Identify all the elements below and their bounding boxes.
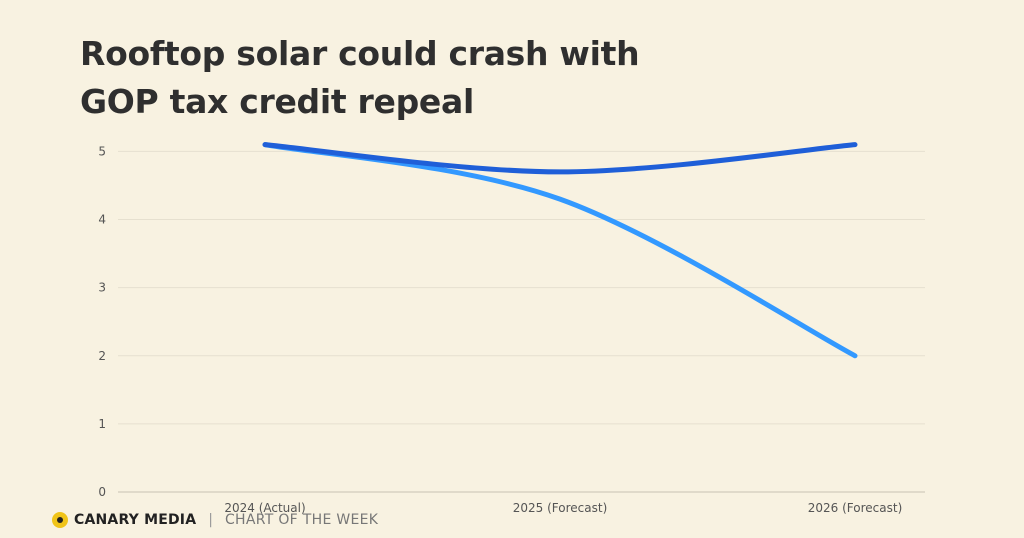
series-lines bbox=[262, 142, 858, 359]
y-tick-label: 4 bbox=[98, 213, 106, 227]
y-tick-label: 5 bbox=[98, 144, 106, 158]
x-tick-label: 2024 (Actual) bbox=[224, 501, 305, 515]
title-line-1: Rooftop solar could crash with bbox=[80, 34, 640, 73]
canary-logo-icon bbox=[52, 512, 68, 528]
brand-name: CANARY MEDIA bbox=[74, 512, 197, 528]
x-axis-ticks: 2024 (Actual) 2025 (Forecast) 2026 (Foreca… bbox=[224, 501, 902, 515]
title-line-2: GOP tax credit repeal bbox=[80, 82, 474, 121]
footer-separator: | bbox=[208, 512, 213, 528]
series-line-1 bbox=[262, 142, 858, 175]
chart-title: Rooftop solar could crash with GOP tax cr… bbox=[80, 30, 640, 126]
x-tick-label: 2025 (Forecast) bbox=[513, 501, 608, 515]
footer: CANARY MEDIA | CHART OF THE WEEK bbox=[52, 512, 378, 528]
y-axis-ticks: 0 1 2 3 4 5 bbox=[98, 144, 106, 499]
grid-lines bbox=[118, 150, 925, 493]
y-tick-label: 0 bbox=[98, 485, 106, 499]
series-line-2 bbox=[262, 142, 858, 359]
y-tick-label: 2 bbox=[98, 349, 106, 363]
y-tick-label: 3 bbox=[98, 281, 106, 295]
x-tick-label: 2026 (Forecast) bbox=[808, 501, 903, 515]
y-tick-label: 1 bbox=[98, 417, 106, 431]
footer-tagline: CHART OF THE WEEK bbox=[224, 512, 379, 528]
